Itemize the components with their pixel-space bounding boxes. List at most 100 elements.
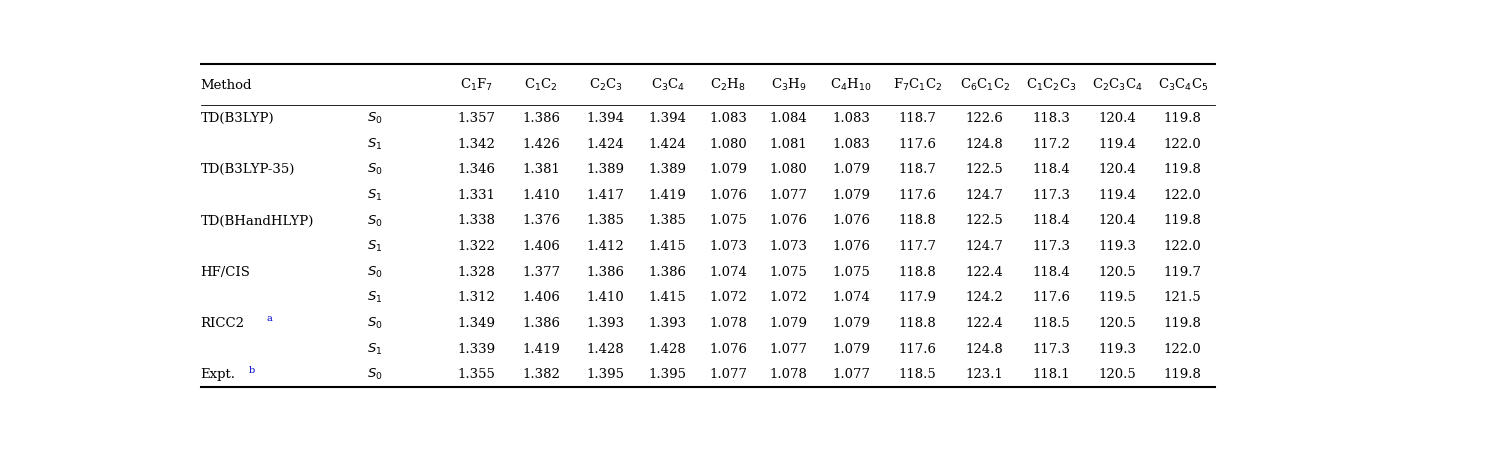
Text: $S_0$: $S_0$: [367, 315, 383, 330]
Text: 1.077: 1.077: [770, 342, 807, 355]
Text: 118.8: 118.8: [898, 265, 936, 278]
Text: 1.083: 1.083: [832, 112, 869, 125]
Text: 118.1: 118.1: [1033, 368, 1070, 380]
Text: 124.2: 124.2: [966, 291, 1004, 303]
Text: 120.5: 120.5: [1098, 316, 1136, 329]
Text: 117.3: 117.3: [1033, 240, 1070, 253]
Text: 1.338: 1.338: [458, 214, 496, 227]
Text: RICC2: RICC2: [201, 316, 245, 329]
Text: 1.424: 1.424: [649, 137, 686, 150]
Text: 1.349: 1.349: [458, 316, 496, 329]
Text: 1.417: 1.417: [587, 188, 624, 202]
Text: C$_3$C$_4$C$_5$: C$_3$C$_4$C$_5$: [1158, 77, 1208, 93]
Text: 1.386: 1.386: [587, 265, 624, 278]
Text: 124.8: 124.8: [966, 342, 1004, 355]
Text: C$_2$H$_8$: C$_2$H$_8$: [711, 77, 745, 93]
Text: $S_1$: $S_1$: [367, 187, 383, 202]
Text: 1.357: 1.357: [458, 112, 496, 125]
Text: $S_1$: $S_1$: [367, 290, 383, 305]
Text: 1.386: 1.386: [522, 316, 559, 329]
Text: 118.4: 118.4: [1033, 163, 1070, 176]
Text: 119.3: 119.3: [1098, 342, 1136, 355]
Text: 124.7: 124.7: [966, 240, 1004, 253]
Text: a: a: [266, 314, 272, 323]
Text: 118.3: 118.3: [1033, 112, 1070, 125]
Text: 117.2: 117.2: [1033, 137, 1070, 150]
Text: 119.7: 119.7: [1164, 265, 1202, 278]
Text: 122.0: 122.0: [1164, 342, 1202, 355]
Text: TD(B3LYP-35): TD(B3LYP-35): [201, 163, 295, 176]
Text: 122.4: 122.4: [966, 265, 1004, 278]
Text: 124.8: 124.8: [966, 137, 1004, 150]
Text: 1.072: 1.072: [770, 291, 807, 303]
Text: 1.076: 1.076: [709, 342, 747, 355]
Text: 1.077: 1.077: [709, 368, 747, 380]
Text: 1.393: 1.393: [649, 316, 686, 329]
Text: $S_0$: $S_0$: [367, 162, 383, 177]
Text: 122.0: 122.0: [1164, 188, 1202, 202]
Text: 118.4: 118.4: [1033, 265, 1070, 278]
Text: $S_1$: $S_1$: [367, 341, 383, 356]
Text: 117.3: 117.3: [1033, 188, 1070, 202]
Text: 121.5: 121.5: [1164, 291, 1202, 303]
Text: $S_0$: $S_0$: [367, 213, 383, 228]
Text: Method: Method: [201, 79, 253, 92]
Text: 1.385: 1.385: [649, 214, 686, 227]
Text: $S_0$: $S_0$: [367, 111, 383, 126]
Text: 1.410: 1.410: [522, 188, 559, 202]
Text: 1.079: 1.079: [770, 316, 807, 329]
Text: 1.074: 1.074: [832, 291, 869, 303]
Text: 1.419: 1.419: [649, 188, 686, 202]
Text: C$_3$H$_9$: C$_3$H$_9$: [771, 77, 806, 93]
Text: 118.5: 118.5: [1033, 316, 1070, 329]
Text: 118.8: 118.8: [898, 214, 936, 227]
Text: 1.080: 1.080: [709, 137, 747, 150]
Text: 1.355: 1.355: [458, 368, 496, 380]
Text: 1.331: 1.331: [458, 188, 496, 202]
Text: 118.7: 118.7: [898, 163, 936, 176]
Text: 1.395: 1.395: [587, 368, 624, 380]
Text: 1.076: 1.076: [770, 214, 807, 227]
Text: 1.073: 1.073: [770, 240, 807, 253]
Text: 1.426: 1.426: [522, 137, 559, 150]
Text: 1.424: 1.424: [587, 137, 624, 150]
Text: 1.419: 1.419: [522, 342, 559, 355]
Text: 1.075: 1.075: [832, 265, 869, 278]
Text: 120.4: 120.4: [1098, 214, 1136, 227]
Text: TD(B3LYP): TD(B3LYP): [201, 112, 274, 125]
Text: 1.412: 1.412: [587, 240, 624, 253]
Text: 119.3: 119.3: [1098, 240, 1136, 253]
Text: 1.322: 1.322: [458, 240, 496, 253]
Text: 1.386: 1.386: [522, 112, 559, 125]
Text: 1.381: 1.381: [522, 163, 559, 176]
Text: 1.312: 1.312: [458, 291, 496, 303]
Text: C$_2$C$_3$: C$_2$C$_3$: [588, 77, 623, 93]
Text: 1.385: 1.385: [587, 214, 624, 227]
Text: 1.394: 1.394: [587, 112, 624, 125]
Text: 118.5: 118.5: [898, 368, 936, 380]
Text: 120.4: 120.4: [1098, 112, 1136, 125]
Text: 118.7: 118.7: [898, 112, 936, 125]
Text: 1.428: 1.428: [587, 342, 624, 355]
Text: 1.346: 1.346: [458, 163, 496, 176]
Text: 1.084: 1.084: [770, 112, 807, 125]
Text: C$_6$C$_1$C$_2$: C$_6$C$_1$C$_2$: [960, 77, 1010, 93]
Text: 1.083: 1.083: [709, 112, 747, 125]
Text: b: b: [249, 365, 256, 374]
Text: 117.7: 117.7: [898, 240, 936, 253]
Text: 1.406: 1.406: [522, 240, 559, 253]
Text: 1.083: 1.083: [832, 137, 869, 150]
Text: 119.8: 119.8: [1164, 112, 1202, 125]
Text: 120.5: 120.5: [1098, 265, 1136, 278]
Text: 1.415: 1.415: [649, 240, 686, 253]
Text: 1.080: 1.080: [770, 163, 807, 176]
Text: C$_1$C$_2$C$_3$: C$_1$C$_2$C$_3$: [1027, 77, 1077, 93]
Text: 1.393: 1.393: [587, 316, 624, 329]
Text: 122.6: 122.6: [966, 112, 1004, 125]
Text: 1.389: 1.389: [649, 163, 686, 176]
Text: 122.5: 122.5: [966, 163, 1004, 176]
Text: 122.5: 122.5: [966, 214, 1004, 227]
Text: 1.395: 1.395: [649, 368, 686, 380]
Text: 1.079: 1.079: [832, 188, 869, 202]
Text: 117.6: 117.6: [898, 342, 936, 355]
